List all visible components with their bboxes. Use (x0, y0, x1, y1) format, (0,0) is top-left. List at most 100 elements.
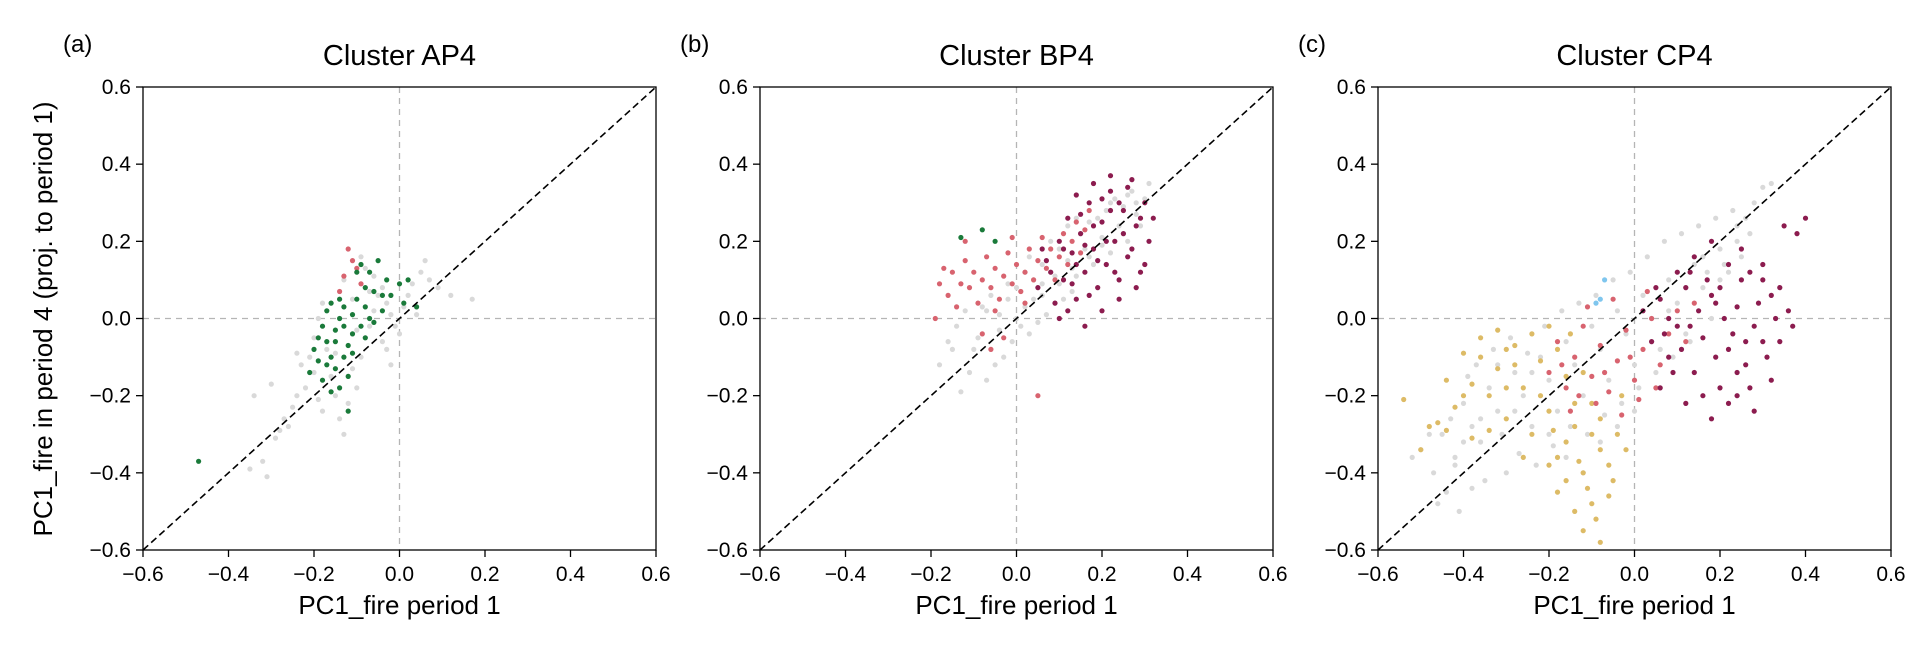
cluster-bp4-point-pink (941, 265, 947, 271)
cluster-cp4-point-maroon (1781, 223, 1787, 229)
cluster-ap4-point-background-points (354, 327, 360, 333)
y-axis-title: PC1_fire in period 4 (proj. to period 1) (28, 101, 58, 536)
cluster-cp4-point-maroon (1760, 261, 1766, 268)
cluster-ap4-point-green (375, 258, 381, 264)
cluster-bp4-point-pink (1022, 300, 1028, 306)
cluster-cp4-point-background-points (1426, 431, 1432, 437)
cluster-ap4-point-green (307, 369, 313, 376)
cluster-cp4-point-pink (1572, 354, 1578, 360)
cluster-cp4-point-maroon (1717, 285, 1723, 291)
cluster-ap4-point-background-points (401, 304, 407, 310)
cluster-bp4-point-background-points (1022, 304, 1028, 310)
cluster-bp4-point-green (979, 227, 985, 233)
cluster-cp4-point-gold (1550, 427, 1556, 433)
cluster-bp4-x-tick-label: 0.4 (1173, 563, 1203, 586)
cluster-ap4-point-background-points (341, 431, 347, 437)
cluster-cp4-point-maroon (1738, 246, 1744, 252)
cluster-cp4-point-gold (1478, 335, 1484, 341)
cluster-ap4-point-background-points (319, 408, 326, 414)
cluster-cp4-point-background-points (1653, 369, 1659, 376)
cluster-bp4-point-background-points (1146, 180, 1152, 187)
cluster-cp4-point-gold (1546, 323, 1552, 329)
cluster-cp4-point-gold (1520, 385, 1526, 391)
cluster-cp4-point-gold (1452, 404, 1458, 410)
cluster-bp4-point-background-points (1065, 223, 1071, 229)
cluster-cp4-point-gold (1589, 501, 1595, 507)
cluster-cp4-point-background-points (1469, 423, 1475, 430)
cluster-ap4-point-background-points (311, 335, 317, 341)
cluster-cp4-point-background-points (1631, 408, 1638, 414)
cluster-bp4-point-background-points (1107, 250, 1114, 256)
cluster-cp4-point-gold (1503, 416, 1509, 422)
cluster-cp4-point-maroon (1734, 304, 1740, 310)
cluster-ap4-point-background-points (379, 285, 385, 291)
cluster-cp4-point-gold (1606, 493, 1612, 499)
cluster-cp4-point-gold (1435, 420, 1441, 426)
cluster-bp4-point-maroon (1125, 254, 1131, 260)
cluster-cp4-point-gold (1580, 369, 1586, 376)
cluster-bp4-y-tick-label: 0.4 (719, 153, 749, 176)
cluster-cp4-point-background-points (1495, 362, 1501, 368)
cluster-ap4-y-tick-label: −0.6 (90, 539, 131, 562)
cluster-bp4-point-background-points (1035, 319, 1041, 325)
cluster-ap4-point-green (349, 350, 356, 356)
cluster-ap4-point-background-points (414, 312, 420, 318)
cluster-cp4-point-background-points (1563, 454, 1569, 460)
cluster-bp4-point-pink (1009, 234, 1015, 241)
cluster-bp4-point-maroon (1146, 238, 1152, 244)
cluster-cp4-point-background-points (1678, 231, 1685, 237)
cluster-ap4-point-background-points (264, 474, 270, 480)
cluster-cp4-point-pink (1657, 362, 1663, 368)
cluster-bp4-point-maroon (1060, 246, 1067, 252)
cluster-cp4-point-background-points (1503, 470, 1509, 476)
cluster-bp4-point-maroon (1035, 285, 1041, 291)
cluster-cp4-point-pink (1640, 346, 1646, 352)
cluster-ap4-series-background-points (247, 254, 475, 480)
cluster-ap4-point-green (337, 315, 343, 322)
cluster-ap4-point-green (337, 296, 343, 302)
cluster-ap4-point-background-points (367, 323, 373, 329)
cluster-cp4-point-background-points (1696, 223, 1702, 229)
cluster-ap4-point-green (414, 304, 420, 310)
cluster-cp4-point-pink (1580, 323, 1586, 329)
cluster-ap4-title: Cluster AP4 (323, 40, 476, 72)
cluster-cp4-point-background-points (1636, 385, 1642, 391)
cluster-cp4-y-tick-label: −0.4 (1325, 462, 1367, 485)
cluster-bp4-point-maroon (1103, 261, 1109, 268)
cluster-bp4-point-background-points (958, 389, 964, 395)
cluster-cp4-point-pink (1644, 288, 1650, 295)
cluster-ap4-point-pink (341, 273, 347, 279)
cluster-cp4-point-lightblue (1602, 277, 1608, 283)
cluster-cp4-point-background-points (1478, 439, 1484, 445)
cluster-bp4-point-maroon (1082, 242, 1088, 248)
cluster-bp4-point-pink (1043, 265, 1049, 271)
cluster-bp4-series-maroon (1035, 173, 1156, 329)
cluster-ap4-point-background-points (315, 396, 321, 403)
cluster-cp4-point-maroon (1760, 339, 1766, 345)
cluster-cp4-point-gold (1614, 431, 1620, 437)
cluster-cp4-point-gold (1580, 528, 1586, 534)
cluster-ap4-point-background-points (285, 423, 291, 430)
cluster-ap4-point-green (341, 354, 347, 360)
cluster-cp4-y-tick-label: 0.2 (1337, 230, 1366, 253)
cluster-bp4-x-tick-label: 0.6 (1258, 563, 1287, 586)
cluster-bp4-point-background-points (975, 335, 981, 341)
cluster-cp4-point-gold (1597, 539, 1603, 545)
cluster-ap4-point-background-points (384, 346, 390, 352)
cluster-bp4-point-background-points (1073, 215, 1079, 221)
cluster-bp4-point-pink (1022, 269, 1028, 275)
cluster-ap4-point-background-points (349, 296, 356, 302)
cluster-bp4-point-background-points (1086, 219, 1092, 225)
cluster-bp4-series-pink (932, 207, 1092, 399)
cluster-ap4-x-tick-label: 0.0 (385, 563, 414, 586)
cluster-ap4-point-background-points (332, 350, 338, 356)
cluster-cp4-point-gold (1537, 393, 1544, 399)
cluster-cp4-point-gold (1418, 447, 1424, 453)
cluster-cp4-series-gold (1401, 323, 1629, 545)
cluster-cp4-point-background-points (1465, 373, 1471, 379)
cluster-cp4-point-maroon (1725, 400, 1732, 406)
cluster-cp4-point-background-points (1593, 292, 1599, 298)
cluster-cp4-point-gold (1554, 454, 1561, 460)
cluster-ap4-point-green (354, 269, 360, 275)
cluster-ap4-point-background-points (418, 269, 424, 275)
